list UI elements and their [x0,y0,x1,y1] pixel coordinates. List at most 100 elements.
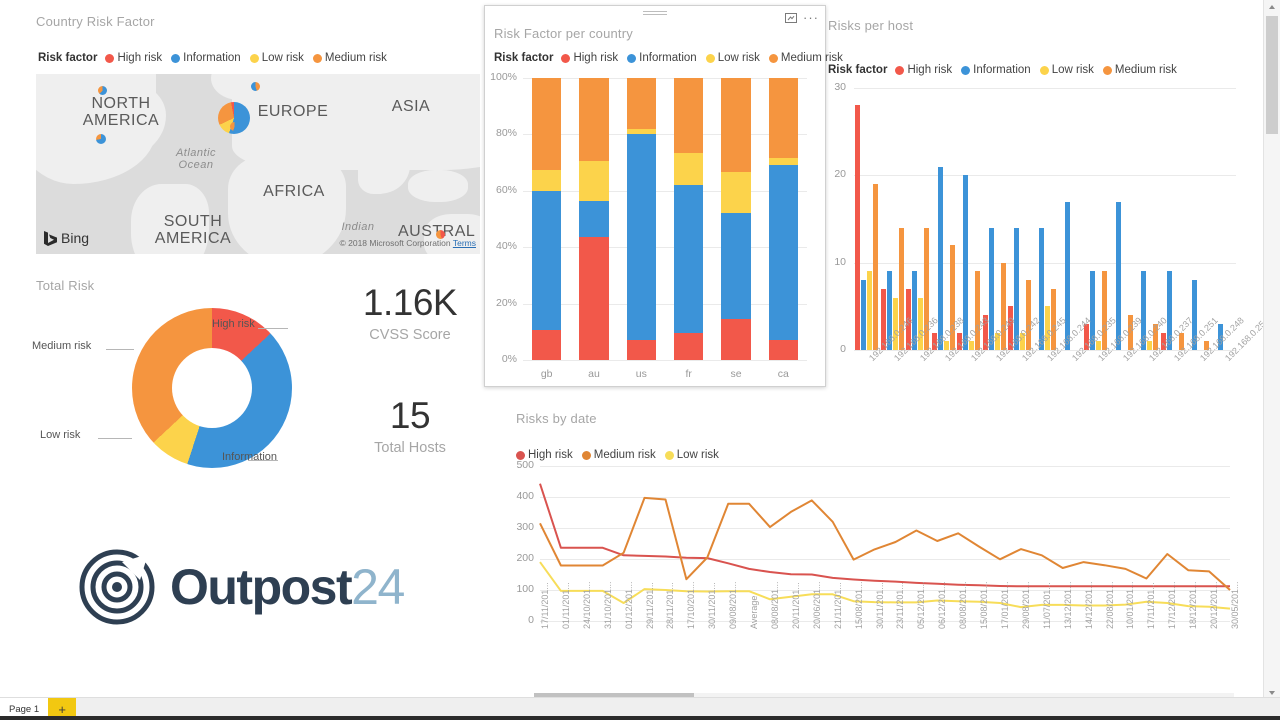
host-bar-group-192.168.0.251[interactable] [1160,88,1185,350]
page-vertical-scrollbar[interactable] [1263,0,1280,700]
bar-information[interactable] [1192,280,1198,350]
legend-item-low-risk[interactable]: Low risk [705,52,760,64]
bar-segment-low-risk[interactable] [673,152,704,186]
bar-medium-risk[interactable] [873,184,879,350]
bar-segment-high-risk[interactable] [768,340,798,360]
bing-attribution[interactable]: Bing [44,230,89,246]
map-bubble-us[interactable] [96,134,106,144]
bar-low-risk[interactable] [1147,341,1153,350]
bar-high-risk[interactable] [982,315,988,350]
bar-segment-high-risk[interactable] [721,319,751,360]
map-bubble-ca[interactable] [98,86,107,95]
bar-medium-risk[interactable] [1026,280,1032,350]
bar-segment-high-risk[interactable] [673,333,704,360]
bar-segment-low-risk[interactable] [721,172,751,214]
map-bubble-au[interactable] [436,230,445,239]
stacked-bar-gb[interactable] [531,78,562,360]
legend-item-high-risk[interactable]: High risk [516,449,573,461]
visual-risks-per-host[interactable]: Risks per host Risk factor High risk Inf… [824,18,1271,398]
host-bar-group-192.168.0.246[interactable] [854,88,879,350]
host-bar-group-192.168.0.245[interactable] [1007,88,1032,350]
bar-segment-low-risk[interactable] [531,169,562,191]
visual-risk-factor-per-country[interactable]: ··· Risk Factor per country Risk factor … [484,5,843,387]
bar-low-risk[interactable] [1020,332,1026,350]
panel-drag-handle[interactable] [643,9,667,16]
card-total-hosts[interactable]: 15 Total Hosts [340,395,480,456]
bing-map[interactable]: NORTH AMERICA EUROPE ASIA AFRICA SOUTH AME… [36,74,480,254]
legend-item-high-risk[interactable]: High risk [895,64,952,76]
legend-item-information[interactable]: Information [627,52,697,64]
donut-chart[interactable] [132,308,292,468]
bar-segment-information[interactable] [531,190,562,331]
bar-low-risk[interactable] [969,341,975,350]
bar-low-risk[interactable] [892,297,898,350]
host-bar-group-192.168.0.242[interactable] [981,88,1006,350]
map-bubble-fr[interactable] [230,122,239,131]
bar-high-risk[interactable] [1008,306,1014,350]
bar-segment-high-risk[interactable] [626,340,656,360]
visual-total-risk[interactable]: Total Risk High risk Medium risk Low ris… [32,278,482,478]
page-tab-page-1[interactable]: Page 1 [0,698,49,720]
bar-high-risk[interactable] [906,288,912,350]
bar-information[interactable] [1217,323,1223,350]
host-bar-group-192.168.0.239[interactable] [1083,88,1108,350]
legend-item-medium-risk[interactable]: Medium risk [581,449,656,461]
more-options-icon[interactable]: ··· [803,10,819,25]
card-cvss-score[interactable]: 1.16K CVSS Score [340,282,480,343]
host-bar-group-192.168.0.248[interactable] [1185,88,1210,350]
bar-high-risk[interactable] [1160,332,1166,350]
bar-low-risk[interactable] [994,332,1000,350]
bar-low-risk[interactable] [867,271,873,350]
bar-segment-low-risk[interactable] [768,158,798,166]
host-bar-group-192.168.0.244[interactable] [1032,88,1057,350]
host-bar-group-192.168.0.254[interactable] [1211,88,1236,350]
scroll-down-arrow[interactable] [1264,686,1280,700]
bar-segment-medium-risk[interactable] [721,78,751,173]
plot-area-host-bars[interactable] [854,88,1236,351]
bar-medium-risk[interactable] [1153,323,1159,350]
bar-medium-risk[interactable] [1204,341,1210,350]
bar-medium-risk[interactable] [898,227,904,350]
bar-information[interactable] [1166,271,1172,350]
bar-high-risk[interactable] [880,288,886,350]
bar-low-risk[interactable] [1045,306,1051,350]
bar-segment-low-risk[interactable] [626,128,656,135]
bar-medium-risk[interactable] [1178,332,1184,350]
bar-medium-risk[interactable] [1000,262,1006,350]
bar-segment-medium-risk[interactable] [579,78,609,162]
bar-segment-medium-risk[interactable] [768,78,798,159]
host-bar-group-192.168.0.237[interactable] [1134,88,1159,350]
host-bar-group-192.168.0.238[interactable] [905,88,930,350]
bar-medium-risk[interactable] [924,227,930,350]
stacked-bar-se[interactable] [721,78,751,360]
legend-item-low-risk[interactable]: Low risk [1039,64,1094,76]
host-bar-group-192.168.0.235[interactable] [1058,88,1083,350]
map-terms-link[interactable]: Terms [452,238,476,248]
line-medium-risk[interactable] [539,496,1231,591]
bar-segment-high-risk[interactable] [579,237,609,360]
host-bar-group-192.168.0.240[interactable] [1109,88,1134,350]
legend-item-high-risk[interactable]: High risk [561,52,618,64]
bar-low-risk[interactable] [918,297,924,350]
stacked-bar-ca[interactable] [768,78,798,360]
bar-segment-information[interactable] [673,185,704,334]
legend-item-information[interactable]: Information [171,52,241,64]
bar-segment-medium-risk[interactable] [531,78,562,170]
bar-segment-low-risk[interactable] [579,161,609,201]
bar-segment-information[interactable] [626,134,656,341]
plot-area-stacked-bars[interactable] [523,78,807,361]
focus-mode-icon[interactable] [785,12,797,24]
stacked-bar-au[interactable] [579,78,609,360]
legend-item-medium-risk[interactable]: Medium risk [1102,64,1177,76]
bar-information[interactable] [861,280,867,350]
visual-risks-by-date[interactable]: Risks by date High risk Medium risk Low … [512,411,1242,701]
bar-information[interactable] [963,175,969,350]
bar-medium-risk[interactable] [1102,271,1108,350]
bar-high-risk[interactable] [931,332,937,350]
bar-segment-information[interactable] [579,200,609,238]
legend-item-medium-risk[interactable]: Medium risk [312,52,387,64]
legend-item-medium-risk[interactable]: Medium risk [768,52,843,64]
stacked-bar-fr[interactable] [673,78,704,360]
bar-segment-information[interactable] [768,165,798,341]
bar-information[interactable] [937,166,943,350]
